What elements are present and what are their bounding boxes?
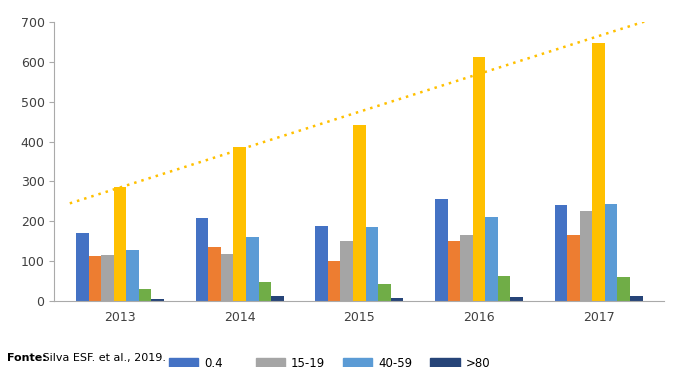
Bar bbox=[365, 227, 378, 301]
Bar bbox=[139, 289, 151, 301]
Bar bbox=[378, 284, 391, 301]
Bar bbox=[511, 297, 523, 301]
Text: Silva ESF. et al., 2019.: Silva ESF. et al., 2019. bbox=[39, 353, 166, 363]
Legend: 0.4, 05.14, 15-19, 20-39, 40-59, 60-79, >80, Linear (20-39): 0.4, 05.14, 15-19, 20-39, 40-59, 60-79, … bbox=[169, 357, 550, 367]
Bar bbox=[353, 125, 365, 301]
Bar bbox=[630, 296, 643, 301]
Text: Fonte:: Fonte: bbox=[7, 353, 47, 363]
Bar bbox=[114, 188, 126, 301]
Bar bbox=[460, 235, 473, 301]
Bar bbox=[580, 211, 593, 301]
Bar bbox=[208, 247, 221, 301]
Bar bbox=[246, 237, 258, 301]
Bar bbox=[126, 250, 139, 301]
Bar bbox=[391, 298, 403, 301]
Bar bbox=[618, 277, 630, 301]
Bar bbox=[151, 299, 164, 301]
Bar bbox=[473, 57, 485, 301]
Bar bbox=[101, 255, 114, 301]
Bar bbox=[605, 204, 618, 301]
Bar bbox=[328, 261, 340, 301]
Bar bbox=[221, 254, 233, 301]
Bar bbox=[315, 226, 328, 301]
Bar bbox=[258, 282, 271, 301]
Bar bbox=[555, 205, 567, 301]
Bar bbox=[435, 199, 447, 301]
Bar bbox=[447, 241, 460, 301]
Bar bbox=[485, 217, 498, 301]
Bar bbox=[567, 235, 580, 301]
Bar bbox=[89, 256, 101, 301]
Bar bbox=[196, 218, 208, 301]
Bar bbox=[593, 43, 605, 301]
Bar bbox=[340, 241, 353, 301]
Bar bbox=[498, 276, 511, 301]
Bar bbox=[76, 233, 89, 301]
Bar bbox=[233, 147, 246, 301]
Bar bbox=[271, 296, 283, 301]
